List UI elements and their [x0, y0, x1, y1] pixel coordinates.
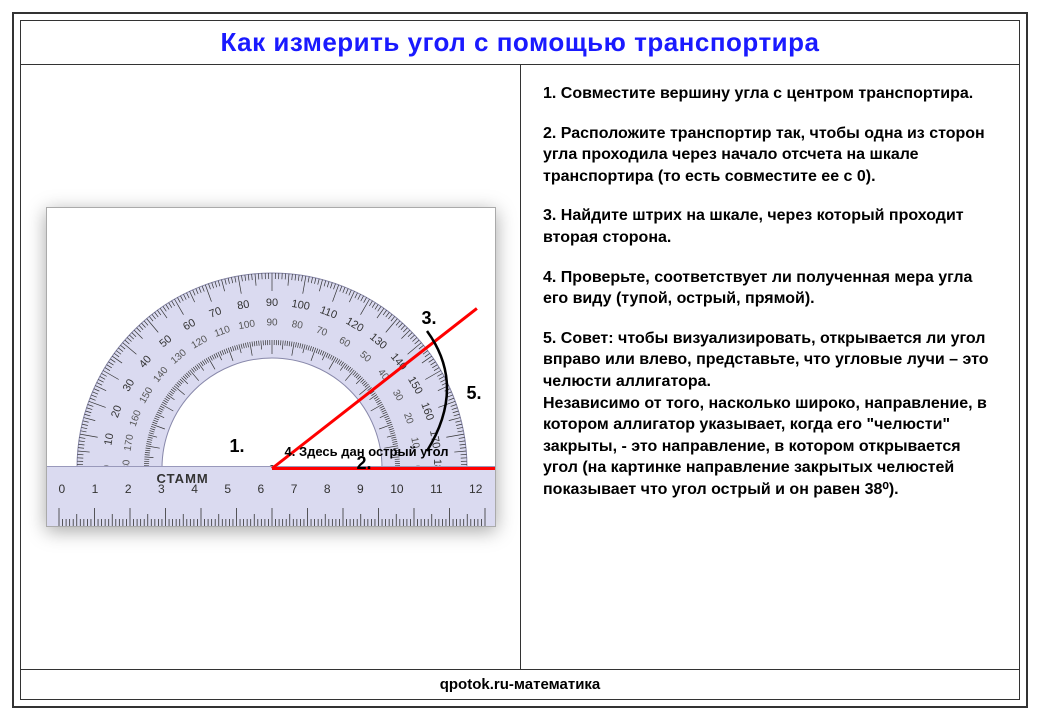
svg-text:90: 90 — [266, 318, 278, 329]
instructions-panel: 1. Совместите вершину угла с центром тра… — [521, 65, 1019, 669]
instruction-step-1: 1. Совместите вершину угла с центром тра… — [543, 83, 997, 105]
instruction-step-3: 3. Найдите штрих на шкале, через который… — [543, 205, 997, 248]
page-title: Как измерить угол с помощью транспортира — [31, 27, 1009, 58]
angle-ray-base — [272, 467, 496, 470]
svg-text:10: 10 — [102, 432, 116, 446]
outer-frame: Как измерить угол с помощью транспортира… — [12, 12, 1028, 708]
ruler-ticks — [47, 496, 495, 526]
footer: qpotok.ru-математика — [21, 669, 1019, 699]
arc-5-icon — [422, 326, 482, 456]
instruction-step-4: 4. Проверьте, соответствует ли полученна… — [543, 267, 997, 310]
svg-text:80: 80 — [236, 298, 250, 312]
inner-frame: Как измерить угол с помощью транспортира… — [20, 20, 1020, 700]
title-bar: Как измерить угол с помощью транспортира — [21, 21, 1019, 65]
diagram-panel: 0180101702016030150401405013060120701108… — [21, 65, 521, 669]
content-row: 0180101702016030150401405013060120701108… — [21, 65, 1019, 669]
ruler-numbers: 0123456789101112 — [47, 482, 495, 496]
diagram-annot-1: 1. — [230, 436, 245, 457]
protractor-box: 0180101702016030150401405013060120701108… — [46, 207, 496, 527]
svg-text:90: 90 — [265, 297, 277, 309]
instruction-step-2: 2. Расположите транспортир так, чтобы од… — [543, 123, 997, 188]
ruler-base: СТАММ 0123456789101112 — [47, 466, 495, 526]
instruction-step-5: 5. Совет: чтобы визуализировать, открыва… — [543, 328, 997, 501]
